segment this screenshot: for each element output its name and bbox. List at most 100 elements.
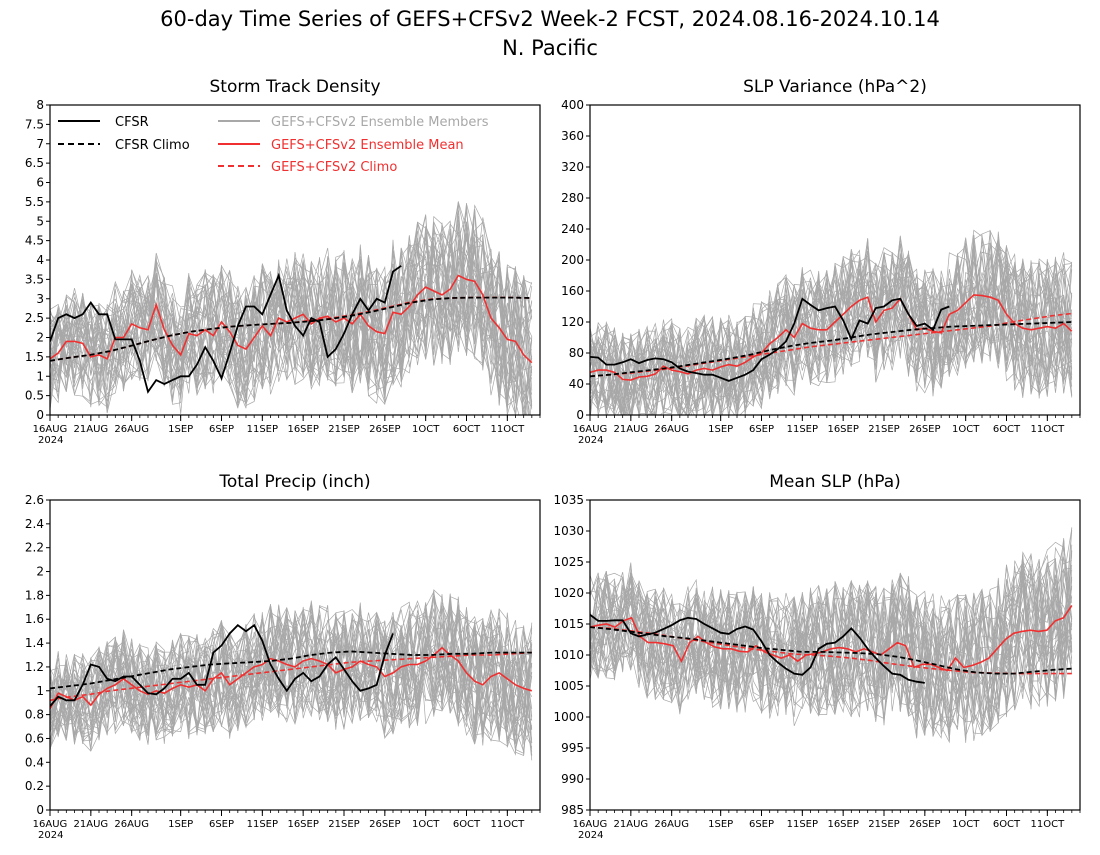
x-tick-label: 16AUG (573, 424, 608, 435)
y-tick-label: 2 (36, 565, 44, 579)
x-tick-label: 6OCT (453, 819, 481, 830)
y-tick-label: 80 (569, 346, 584, 360)
y-tick-label: 1000 (553, 710, 584, 724)
plot-area-total-precip: 0 0.2 0.4 0.6 0.8 1 1.2 1.4 1.6 1.8 2 2.2 2.4 2.6 16AU… (25, 493, 541, 841)
x-tick-label: 21AUG (614, 819, 649, 830)
x-tick-label: 6OCT (453, 424, 481, 435)
x-tick-label: 16AUG (33, 424, 68, 435)
panel-title-storm-track-density: Storm Track Density (209, 77, 380, 97)
y-tick-label: 5.5 (25, 195, 44, 209)
x-tick-label: 16SEP (827, 424, 858, 435)
ensemble-member-line (590, 566, 1073, 732)
y-tick-label: 1005 (553, 679, 584, 693)
y-tick-label: 0.5 (25, 389, 44, 403)
y-tick-label: 2 (36, 331, 44, 345)
x-tick-label: 6OCT (993, 819, 1021, 830)
x-tick-label: 26AUG (654, 424, 689, 435)
x-tick-label: 16AUG (33, 819, 68, 830)
series-gefs-cfsv2-climo-line (50, 651, 532, 702)
ensemble-member-line (590, 554, 1073, 709)
y-tick-label: 4.5 (25, 234, 44, 248)
x-tick-label: 6SEP (209, 424, 234, 435)
ensemble-member-line (590, 241, 1072, 415)
y-tick-label: 360 (561, 129, 584, 143)
ensemble-member-line (590, 529, 1073, 739)
y-tick-label: 400 (561, 98, 584, 112)
x-tick-label: 1OCT (412, 424, 440, 435)
y-tick-label: 40 (569, 377, 584, 391)
panel-title-slp-variance: SLP Variance (hPa^2) (743, 77, 927, 97)
y-tick-label: 4 (36, 253, 44, 267)
y-tick-label: 8 (36, 98, 44, 112)
x-tick-label: 26SEP (909, 819, 940, 830)
ensemble-member-line (50, 202, 533, 411)
y-tick-label: 7 (36, 137, 44, 151)
ensemble-member-line (590, 572, 1073, 730)
figure-region: N. Pacific (502, 36, 598, 60)
x-tick-label: 16SEP (827, 819, 858, 830)
ensemble-member-line (590, 577, 1073, 737)
x-tick-label: 11SEP (787, 424, 818, 435)
y-tick-label: 0 (36, 803, 44, 817)
ensemble-member-line (50, 211, 533, 402)
x-tick-label: 16AUG (573, 819, 608, 830)
ensemble-member-line (590, 243, 1073, 415)
y-tick-label: 1030 (553, 524, 584, 538)
series-cfsr-climo-line (590, 321, 1072, 378)
y-tick-label: 280 (561, 191, 584, 205)
y-tick-label: 240 (561, 222, 584, 236)
ensemble-members (590, 229, 1073, 415)
x-tick-label: 16SEP (287, 819, 318, 830)
ensemble-member-line (50, 610, 533, 754)
y-tick-label: 0.2 (25, 779, 44, 793)
y-tick-label: 7.5 (25, 117, 44, 131)
x-year-label: 2024 (38, 435, 63, 446)
x-tick-label: 1OCT (412, 819, 440, 830)
series-cfsr-line (590, 297, 950, 382)
ensemble-member-line (50, 223, 533, 415)
x-tick-label: 26AUG (654, 819, 689, 830)
ensemble-member-line (590, 230, 1073, 415)
y-tick-label: 0 (576, 408, 584, 422)
x-tick-label: 6SEP (749, 424, 774, 435)
y-tick-label: 995 (561, 741, 584, 755)
ensemble-member-line (50, 600, 533, 741)
y-tick-label: 1020 (553, 586, 584, 600)
figure-title: 60-day Time Series of GEFS+CFSv2 Week-2 … (160, 7, 940, 31)
plot-area-slp-variance: 0 40 80 120 160 200 240 280 320 360 400 16AUG 21AUG 2… (561, 98, 1081, 446)
x-year-label: 2024 (578, 435, 603, 446)
y-tick-label: 3.5 (25, 272, 44, 286)
legend-label-climo: GEFS+CFSv2 Climo (271, 160, 397, 175)
y-tick-label: 0.4 (25, 755, 44, 769)
x-tick-label: 11SEP (247, 424, 278, 435)
y-tick-label: 1.4 (25, 636, 44, 650)
x-tick-label: 1SEP (168, 819, 193, 830)
ensemble-member-line (50, 606, 533, 741)
y-tick-label: 1.6 (25, 612, 44, 626)
series-cfsr-line (590, 613, 925, 684)
ensemble-member-line (50, 602, 533, 735)
panel-total-precip: Total Precip (inch) 0 0.2 0.4 0.6 0.8 1 1.2 1.4… (25, 472, 541, 841)
x-tick-label: 21AUG (614, 424, 649, 435)
plot-area-storm-track-density: 0 0.5 1 1.5 2 2.5 3 3.5 4 4.5 5 5.5 6 6.5 7 7.5 8 16AUG 21… (25, 98, 541, 446)
x-tick-label: 21AUG (74, 819, 109, 830)
x-tick-label: 21SEP (328, 424, 359, 435)
y-tick-label: 1 (36, 369, 44, 383)
y-tick-label: 3 (36, 292, 44, 306)
x-tick-label: 26SEP (909, 424, 940, 435)
y-tick-label: 1.2 (25, 660, 44, 674)
ensemble-member-line (50, 201, 533, 402)
ensemble-member-line (590, 253, 1073, 415)
series-cfsr-line (50, 623, 394, 707)
panel-storm-track-density: Storm Track Density 0 0.5 1 1.5 2 2.5 3 3.5 4 4.5… (25, 77, 541, 446)
ensemble-member-line (50, 236, 533, 415)
y-tick-label: 120 (561, 315, 584, 329)
series-gefs-cfsv2-ensemble-mean-line (590, 294, 1073, 381)
ensemble-member-line (590, 229, 1073, 415)
x-tick-label: 26AUG (114, 819, 149, 830)
y-tick-label: 1025 (553, 555, 584, 569)
ensemble-members (50, 589, 533, 761)
y-tick-label: 0.8 (25, 708, 44, 722)
series-cfsr-line (50, 265, 402, 394)
